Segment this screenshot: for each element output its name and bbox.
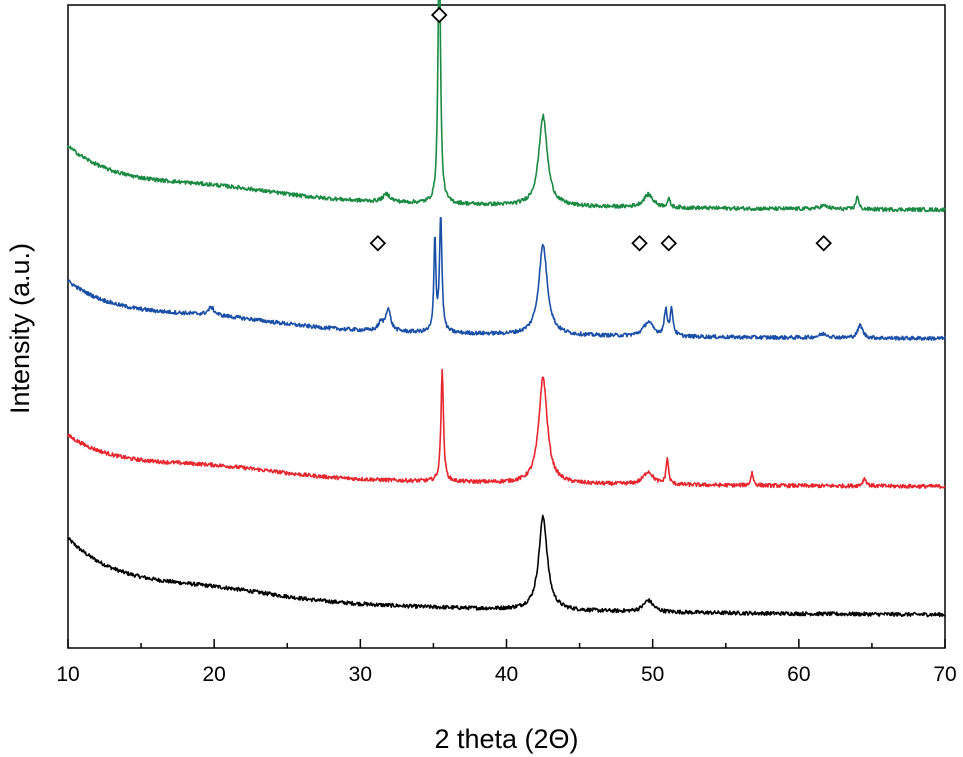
series-line-2 [67, 368, 946, 490]
peak-markers [369, 6, 832, 252]
x-axis: 10 20 30 40 50 60 70 [56, 639, 957, 686]
x-axis-title: 2 theta (2Θ) [434, 724, 578, 754]
x-tick-label: 20 [202, 663, 225, 686]
series-line-1 [67, 514, 946, 618]
x-tick-label: 40 [495, 663, 518, 686]
y-axis-title: Intensity (a.u.) [5, 243, 35, 414]
series-line-4 [67, 0, 946, 213]
plot-border [67, 4, 946, 649]
x-tick-label: 50 [641, 663, 664, 686]
diamond-marker [430, 6, 448, 24]
plot-frame [67, 4, 946, 649]
diamond-marker [815, 234, 832, 252]
x-tick-label: 30 [349, 663, 372, 686]
diamond-marker [660, 234, 678, 252]
x-tick-label: 70 [933, 663, 956, 686]
x-tick-label: 10 [56, 663, 79, 686]
series-layer [67, 0, 946, 618]
diamond-marker [369, 234, 387, 252]
series-line-3 [67, 216, 946, 341]
diamond-marker [631, 234, 648, 252]
x-tick-label: 60 [787, 663, 810, 686]
